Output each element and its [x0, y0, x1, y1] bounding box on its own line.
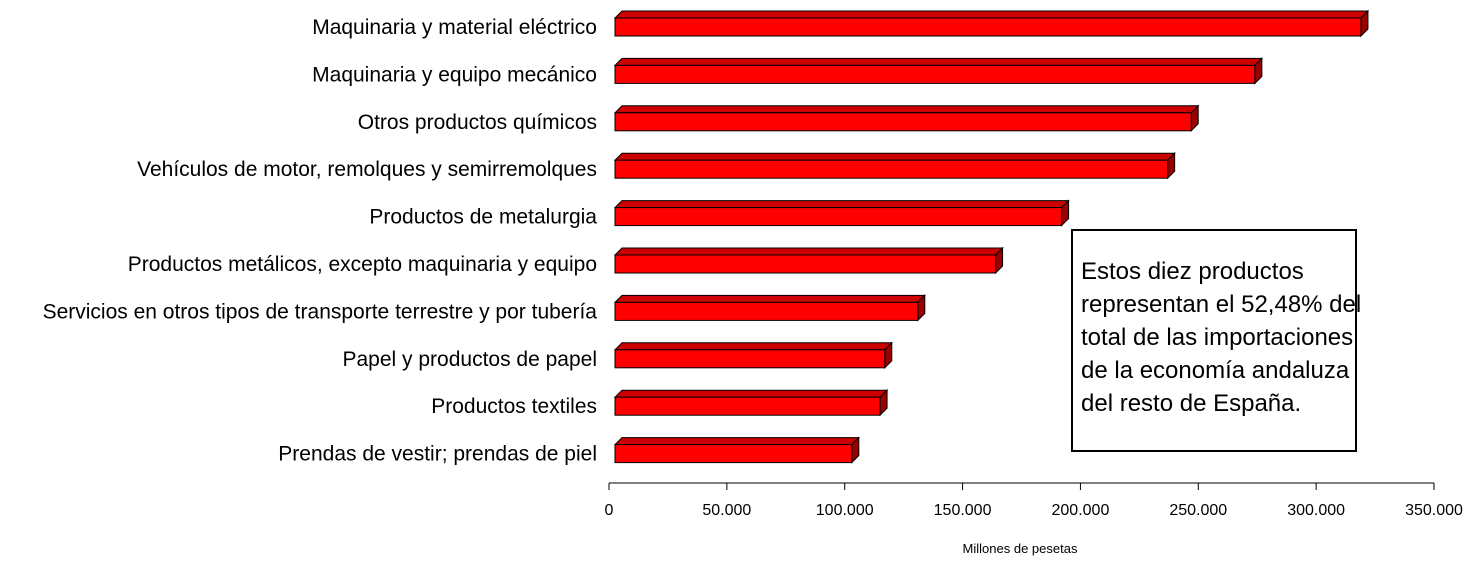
bar-front-face — [614, 444, 853, 464]
bars-group — [613, 9, 1370, 464]
bar — [613, 199, 1070, 227]
x-tick-label: 50.000 — [702, 502, 751, 519]
category-label: Otros productos químicos — [358, 111, 597, 134]
annotation-line: representan el 52,48% del — [1081, 291, 1362, 318]
bar-front-face — [614, 112, 1192, 132]
category-label: Maquinaria y material eléctrico — [312, 16, 597, 39]
bar-front-face — [614, 396, 881, 416]
category-label: Papel y productos de papel — [342, 348, 597, 371]
bar-top-face — [613, 389, 889, 398]
x-axis: 0 50.000 100.000 150.000 200.000 250.000 300.0… — [605, 482, 1463, 519]
category-label: Maquinaria y equipo mecánico — [312, 63, 597, 86]
bar-top-face — [613, 247, 1004, 256]
bar-front-face — [614, 64, 1256, 84]
x-tick-label: 250.000 — [1169, 502, 1227, 519]
category-label: Servicios en otros tipos de transporte t… — [43, 300, 598, 323]
x-tick-label: 150.000 — [934, 502, 992, 519]
bar-top-face — [613, 152, 1176, 161]
bar — [613, 9, 1370, 38]
bar-top-face — [613, 200, 1070, 209]
bar-front-face — [614, 254, 997, 274]
bar-top-face — [613, 57, 1264, 66]
category-label: Vehículos de motor, remolques y semirrem… — [137, 158, 597, 181]
bar — [613, 341, 893, 370]
bar-top-face — [613, 437, 860, 446]
bar-front-face — [614, 207, 1063, 227]
category-labels: Maquinaria y material eléctrico Maquinari… — [43, 16, 598, 466]
x-axis-title: Millones de pesetas — [963, 541, 1078, 556]
bar — [613, 151, 1176, 180]
bar-top-face — [613, 342, 893, 351]
bar-top-face — [613, 10, 1370, 19]
category-label: Productos textiles — [431, 395, 597, 418]
x-tick-label: 350.000 — [1405, 502, 1463, 519]
bar-front-face — [614, 17, 1362, 37]
annotation-box: Estos diez productos representan el 52,4… — [1071, 229, 1362, 452]
annotation-line: Estos diez productos — [1081, 258, 1304, 285]
bar — [613, 294, 926, 322]
category-label: Prendas de vestir; prendas de piel — [278, 443, 597, 466]
bar-top-face — [613, 105, 1200, 114]
bar — [613, 246, 1004, 275]
bar-front-face — [614, 159, 1169, 179]
annotation-line: total de las importaciones — [1081, 324, 1354, 351]
bar-front-face — [614, 301, 919, 321]
bar — [613, 388, 889, 417]
bar-front-face — [614, 349, 886, 369]
category-label: Productos de metalurgia — [369, 206, 597, 229]
x-tick-label: 200.000 — [1052, 502, 1110, 519]
x-tick-label: 0 — [605, 502, 614, 519]
annotation-line: de la economía andaluza — [1081, 357, 1350, 384]
bar-top-face — [613, 294, 926, 303]
bar — [613, 57, 1264, 85]
x-tick-label: 100.000 — [816, 502, 874, 519]
x-tick-label: 300.000 — [1287, 502, 1345, 519]
bar — [613, 436, 860, 464]
category-label: Productos metálicos, excepto maquinaria … — [128, 253, 597, 276]
annotation-line: del resto de España. — [1081, 390, 1302, 417]
bar — [613, 104, 1200, 133]
